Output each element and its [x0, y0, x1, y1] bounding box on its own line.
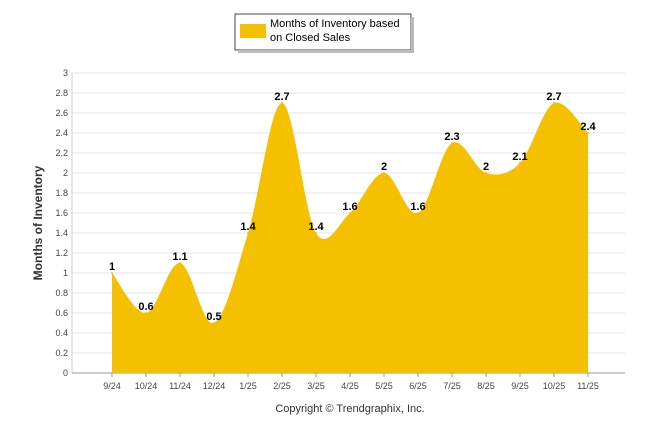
data-label: 2 [483, 161, 489, 173]
y-tick-label: 0.4 [55, 328, 68, 338]
data-label: 2.3 [444, 131, 459, 143]
series-area [112, 102, 588, 373]
x-tick-label: 10/24 [135, 381, 158, 391]
y-tick-label: 2.6 [55, 108, 68, 118]
x-tick-label: 6/25 [409, 381, 427, 391]
data-point [485, 172, 487, 174]
data-point [519, 162, 521, 164]
y-tick-label: 1.4 [55, 228, 68, 238]
data-point [247, 232, 249, 234]
data-label: 0.6 [138, 301, 153, 313]
legend-label-line1: Months of Inventory based [270, 18, 400, 30]
data-point [179, 262, 181, 264]
data-point [281, 102, 283, 104]
y-axis-title: Months of Inventory [31, 165, 45, 280]
y-tick-label: 1.2 [55, 248, 68, 258]
data-point [553, 102, 555, 104]
legend-swatch [240, 24, 266, 38]
data-point [111, 272, 113, 274]
y-tick-label: 1.8 [55, 188, 68, 198]
data-label: 1.6 [342, 201, 357, 213]
data-label: 1 [109, 261, 115, 273]
y-tick-label: 2 [63, 168, 68, 178]
data-point [213, 322, 215, 324]
data-point [349, 212, 351, 214]
data-label: 2.1 [512, 151, 527, 163]
data-point [587, 132, 589, 134]
legend-shadow [411, 17, 414, 53]
y-tick-label: 2.2 [55, 148, 68, 158]
y-tick-label: 0.2 [55, 348, 68, 358]
data-point [417, 212, 419, 214]
x-tick-label: 4/25 [341, 381, 359, 391]
plot-area: 0 0.2 0.4 0.6 0.8 1 1.2 1.4 1.6 1.8 2 2.2 2.4 2.6 2.8 3… [55, 68, 625, 391]
y-tick-label: 0.6 [55, 308, 68, 318]
data-label: 2.7 [546, 91, 561, 103]
x-tick-label: 7/25 [443, 381, 461, 391]
x-tick-label: 10/25 [543, 381, 566, 391]
x-tick-label: 9/24 [103, 381, 121, 391]
y-tick-label: 1 [63, 268, 68, 278]
x-tick-label: 3/25 [307, 381, 325, 391]
copyright-text: Copyright © Trendgraphix, Inc. [275, 403, 424, 415]
data-label: 1.4 [240, 221, 256, 233]
x-tick-label: 9/25 [511, 381, 529, 391]
data-label: 1.1 [172, 251, 187, 263]
data-label: 1.4 [308, 221, 324, 233]
legend-shadow-bottom [238, 50, 414, 53]
data-point [145, 312, 147, 314]
data-label: 2.4 [580, 121, 596, 133]
y-tick-label: 0.8 [55, 288, 68, 298]
x-tick-label: 2/25 [273, 381, 291, 391]
x-tick-label: 11/24 [169, 381, 191, 391]
data-label: 0.5 [206, 311, 221, 323]
x-tick-label: 8/25 [477, 381, 495, 391]
data-label: 2 [381, 161, 387, 173]
x-tick-label: 5/25 [375, 381, 393, 391]
y-tick-label: 2.4 [55, 128, 68, 138]
y-tick-label: 3 [63, 68, 68, 78]
data-point [383, 172, 385, 174]
data-point [451, 142, 453, 144]
y-tick-label: 0 [63, 368, 68, 378]
y-tick-label: 1.6 [55, 208, 68, 218]
x-tick-label: 1/25 [239, 381, 257, 391]
x-tick-label: 12/24 [203, 381, 226, 391]
x-tick-label: 11/25 [577, 381, 599, 391]
legend-label-line2: on Closed Sales [270, 32, 351, 44]
legend: Months of Inventory based on Closed Sale… [234, 13, 414, 53]
data-label: 1.6 [410, 201, 425, 213]
y-tick-label: 2.8 [55, 88, 68, 98]
data-point [315, 232, 317, 234]
data-label: 2.7 [274, 91, 289, 103]
